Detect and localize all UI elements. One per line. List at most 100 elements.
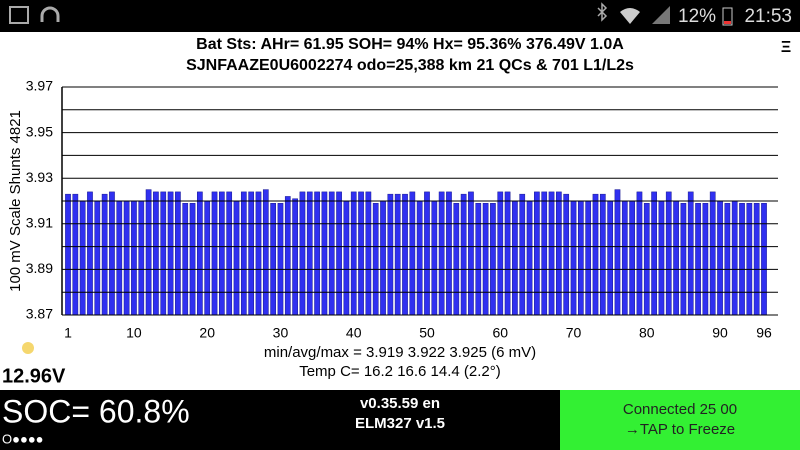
bar xyxy=(673,200,679,316)
connected-status: Connected 25 00 xyxy=(623,401,737,418)
bar xyxy=(394,193,401,316)
bar xyxy=(328,191,335,316)
x-tick-label: 10 xyxy=(126,325,142,341)
x-tick-label: 80 xyxy=(639,325,655,341)
x-tick-label: 96 xyxy=(756,325,772,341)
bar xyxy=(709,191,716,316)
bar xyxy=(570,200,577,316)
connection-dots: O●●●● xyxy=(2,431,44,446)
bar xyxy=(482,203,489,316)
bar xyxy=(577,200,584,316)
header-line: Bat Sts: AHr= 61.95 SOH= 94% Hx= 95.36% … xyxy=(196,36,624,53)
bar xyxy=(226,191,233,316)
menu-button[interactable]: Ξ xyxy=(781,39,791,56)
plot: 1 10 20 30 40 50 60 70 80 90 96 3.87 3.89 3.91 3.93 3.9… xyxy=(26,78,778,341)
bar xyxy=(153,191,159,316)
bar xyxy=(563,193,570,316)
bar xyxy=(145,189,152,316)
bar xyxy=(409,191,416,316)
bar xyxy=(453,203,460,316)
bar xyxy=(197,191,203,316)
signal-icon xyxy=(652,6,670,24)
bar xyxy=(490,203,496,316)
bar xyxy=(72,193,79,316)
bar xyxy=(468,191,474,316)
bar xyxy=(526,200,533,316)
bar xyxy=(358,191,364,316)
bar xyxy=(189,203,196,316)
bar xyxy=(116,200,123,316)
bar xyxy=(277,203,284,316)
bar xyxy=(651,191,657,316)
aux-voltage: 12.96V xyxy=(2,365,66,387)
bar xyxy=(541,191,548,316)
bar xyxy=(284,196,291,316)
bar xyxy=(446,191,452,316)
bar xyxy=(629,200,635,316)
bar xyxy=(702,203,709,316)
gallery-icon xyxy=(9,6,29,24)
battery-level xyxy=(724,21,731,24)
bar xyxy=(695,203,701,316)
bar xyxy=(182,203,189,316)
version: v0.35.59 en xyxy=(360,395,440,412)
bar xyxy=(160,191,167,316)
bar xyxy=(665,191,672,316)
soc: SOC= 60.8% xyxy=(2,393,190,429)
y-tick-label: 3.87 xyxy=(26,306,53,322)
bar xyxy=(240,191,247,316)
freeze-action: →TAP to Freeze xyxy=(625,421,735,438)
clock: 21:53 xyxy=(744,6,792,27)
bluetooth-icon xyxy=(597,2,608,22)
bar xyxy=(548,191,555,316)
bar xyxy=(109,191,115,316)
battery-icon xyxy=(722,7,733,26)
bar xyxy=(424,191,430,316)
bar xyxy=(233,200,240,316)
bar xyxy=(219,191,225,316)
bar xyxy=(599,193,606,316)
x-tick-label: 60 xyxy=(492,325,508,341)
bar xyxy=(431,200,438,316)
bar xyxy=(658,200,665,316)
bar xyxy=(65,193,71,316)
freeze-button[interactable] xyxy=(560,390,800,450)
bar xyxy=(314,191,320,316)
bar xyxy=(746,203,753,316)
x-tick-label: 1 xyxy=(64,325,72,341)
bar xyxy=(138,200,145,316)
bar xyxy=(497,191,504,316)
adapter: ELM327 v1.5 xyxy=(355,415,445,432)
bar xyxy=(592,193,599,316)
bar xyxy=(79,200,86,316)
header-line: SJNFAAZE0U6002274 odo=25,388 km 21 QCs &… xyxy=(186,57,634,74)
bar xyxy=(556,191,562,316)
x-tick-label: 90 xyxy=(712,325,728,341)
bar xyxy=(519,193,526,316)
bar xyxy=(636,191,643,316)
x-tick-label: 50 xyxy=(419,325,435,341)
bar xyxy=(687,191,694,316)
bar xyxy=(350,191,357,316)
y-tick-label: 3.95 xyxy=(26,123,53,139)
bar xyxy=(680,203,687,316)
bar xyxy=(255,191,262,316)
bar xyxy=(292,198,298,316)
bar xyxy=(94,200,101,316)
bar xyxy=(343,200,350,316)
bar xyxy=(724,203,731,316)
bar xyxy=(717,200,723,316)
bulb-icon[interactable] xyxy=(22,342,34,354)
bar xyxy=(123,200,130,316)
battery-percent: 12% xyxy=(678,6,716,27)
bar xyxy=(87,191,93,316)
bar xyxy=(402,193,408,316)
footer xyxy=(0,390,560,450)
bar xyxy=(306,191,313,316)
x-tick-label: 40 xyxy=(346,325,362,341)
bar xyxy=(211,191,218,316)
bar xyxy=(299,191,306,316)
headset-icon xyxy=(40,6,60,22)
